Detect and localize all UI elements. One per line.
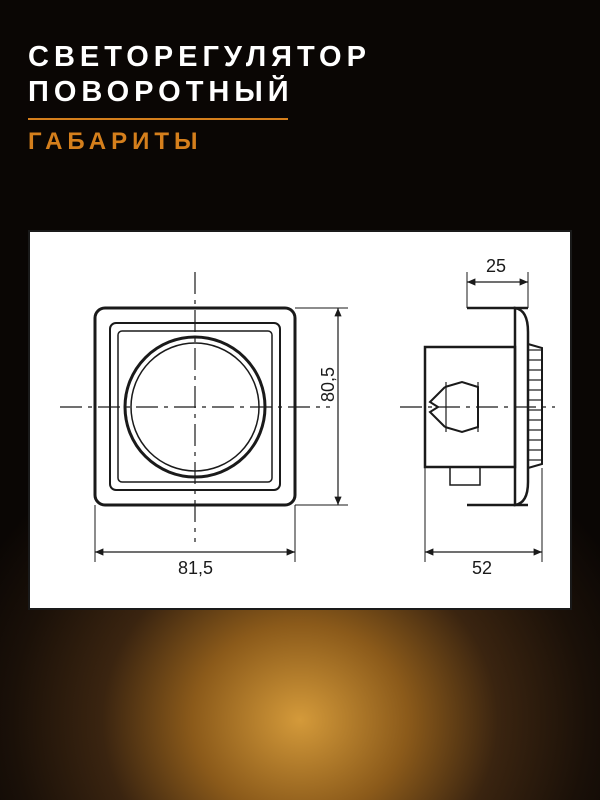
header-rule [28,118,288,120]
title-line1: СВЕТОРЕГУЛЯТОР [28,40,572,75]
technical-drawing [30,232,570,608]
dim-side-body: 52 [472,558,492,579]
dim-front-width: 81,5 [178,558,213,579]
dim-front-height: 80,5 [318,367,339,402]
header: СВЕТОРЕГУЛЯТОР ПОВОРОТНЫЙ ГАБАРИТЫ [0,0,600,156]
drawing-panel: 81,5 80,5 25 52 [28,230,572,610]
subtitle: ГАБАРИТЫ [28,128,572,156]
title-line2: ПОВОРОТНЫЙ [28,75,572,110]
dim-side-face: 25 [486,256,506,277]
